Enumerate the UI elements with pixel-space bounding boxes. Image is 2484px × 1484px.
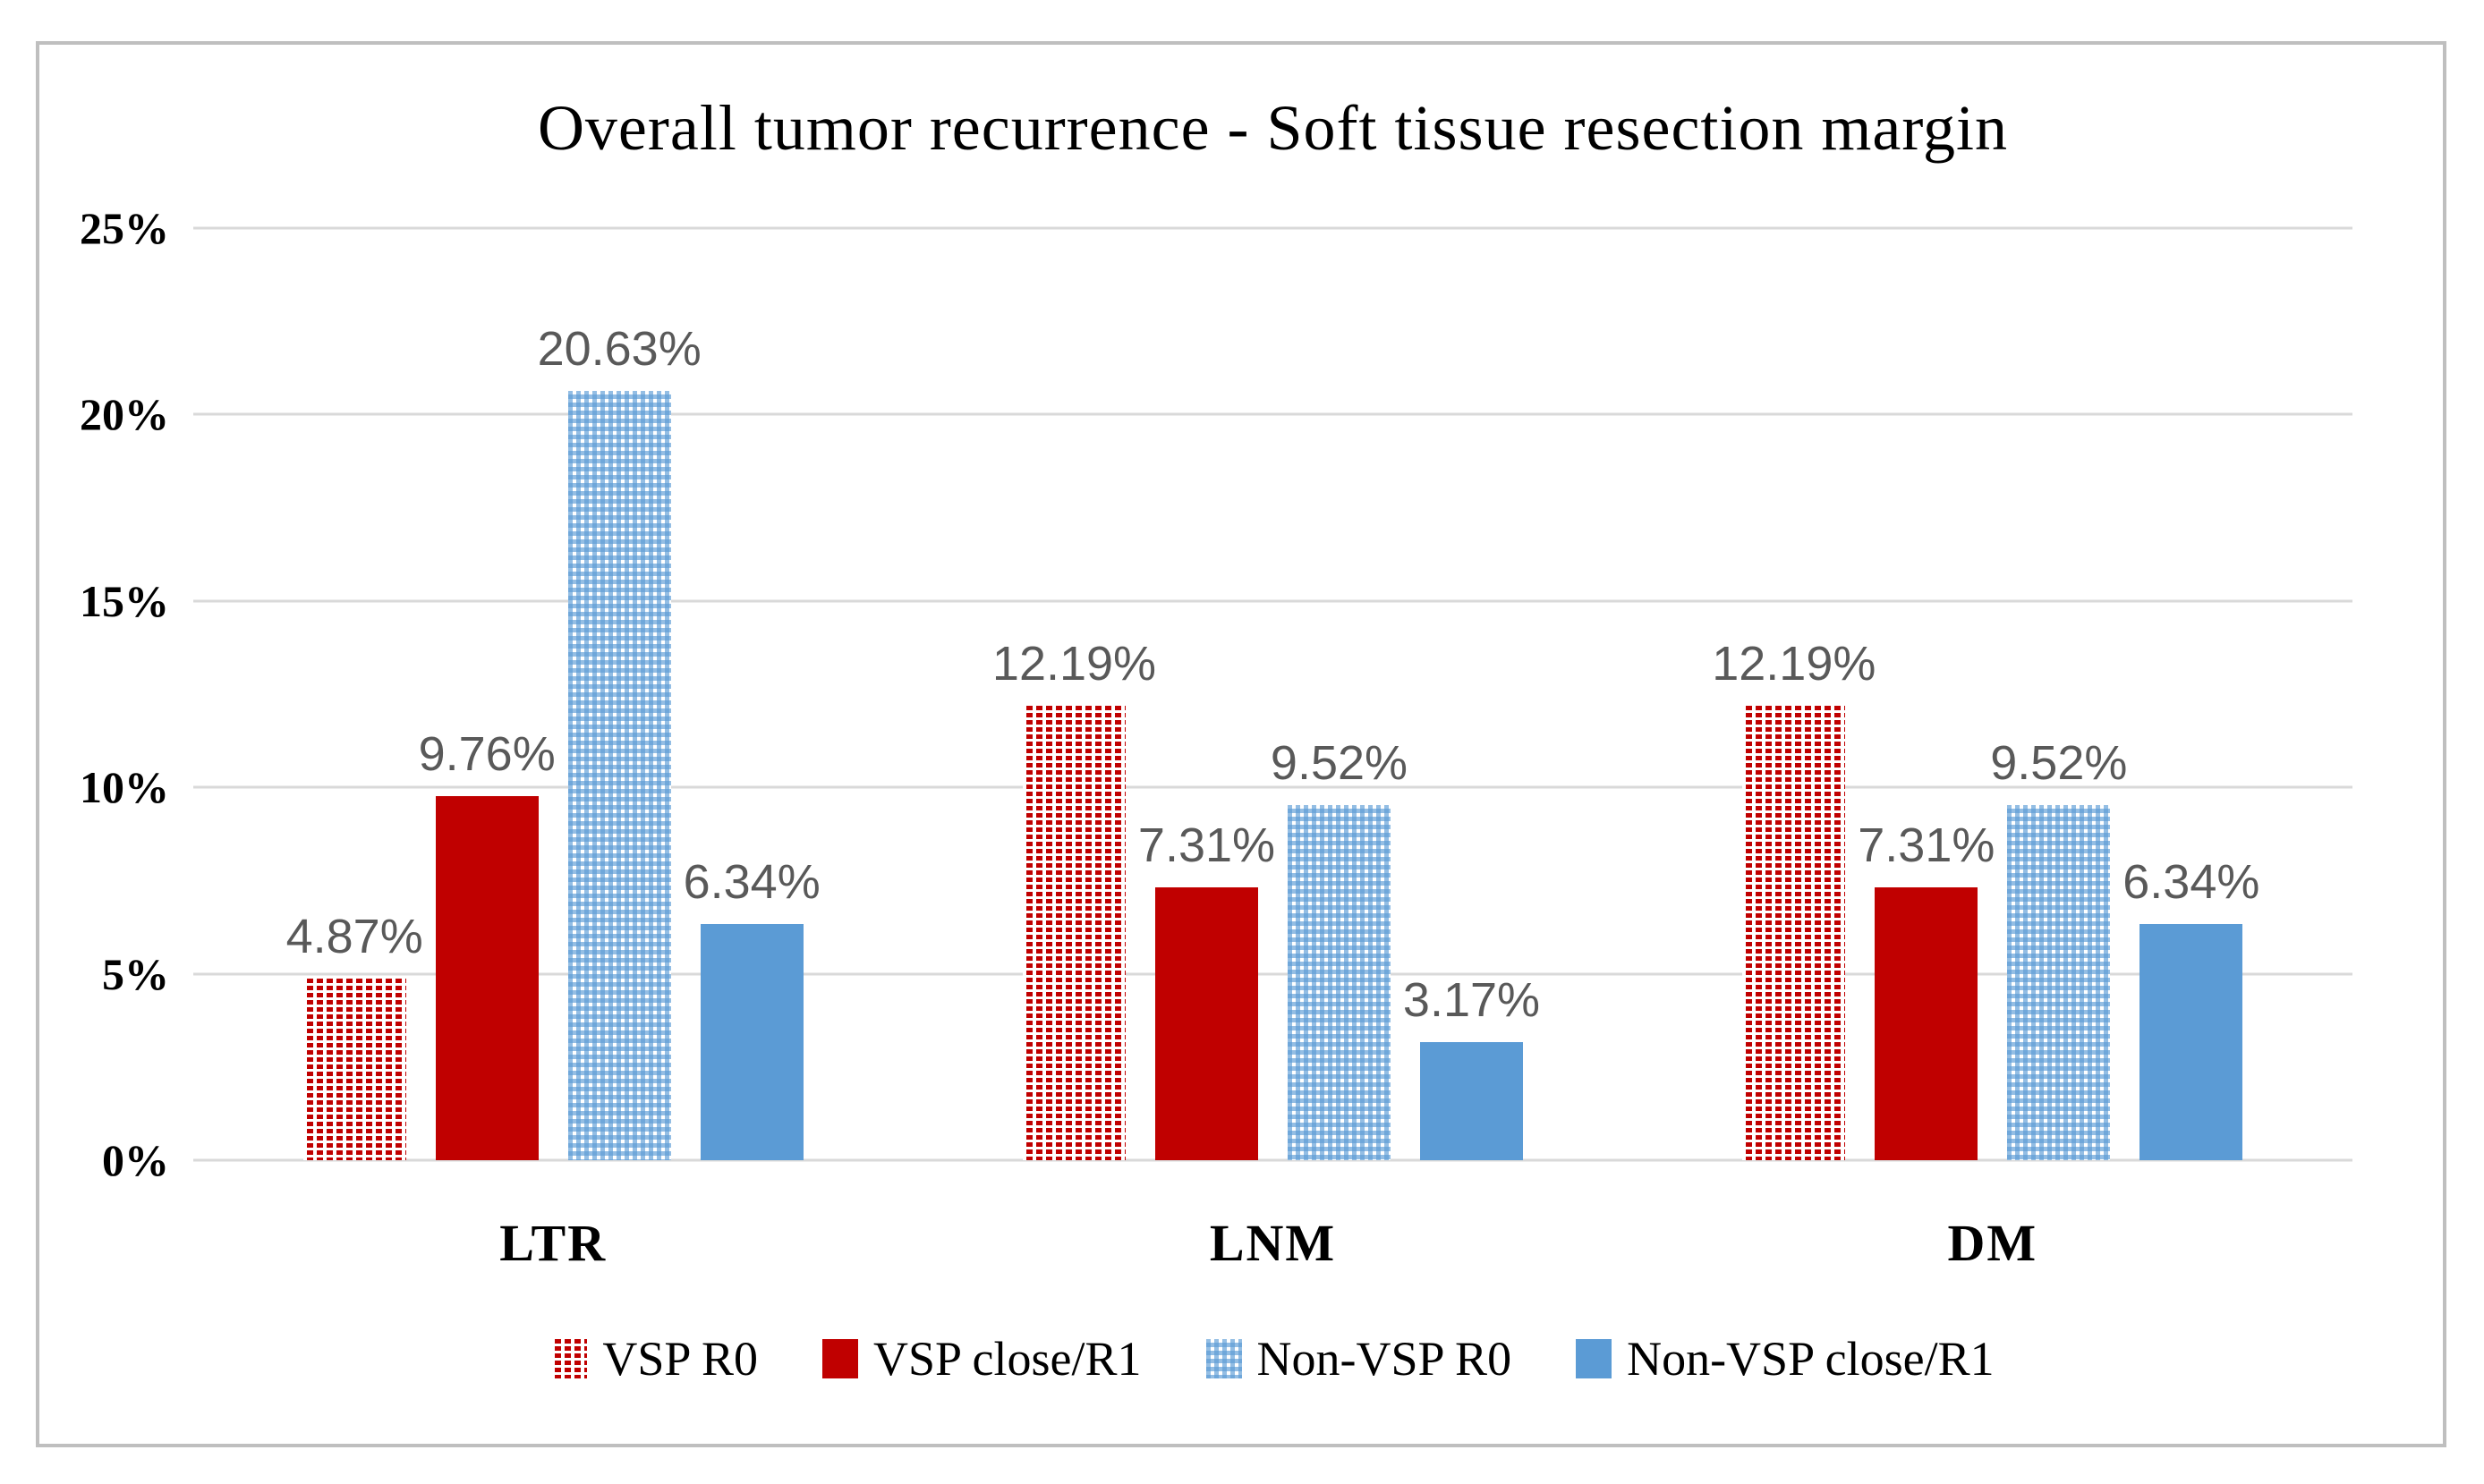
gridline [193,226,2352,230]
chart-title: Overall tumor recurrence - Soft tissue r… [537,92,2009,164]
bar-data-label: 9.52% [1990,736,2128,791]
y-axis-tick-label: 20% [80,389,169,440]
bar-data-label: 12.19% [1712,636,1876,691]
bar-data-label: 3.17% [1402,972,1541,1027]
bar-group-dm: 12.19% 7.31% 9.52% 6.34% [1633,228,2352,1160]
x-axis-label-dm: DM [1947,1214,2038,1272]
legend-label: VSP close/R1 [872,1332,1142,1386]
legend-label: Non-VSP R0 [1256,1332,1512,1386]
legend-label: Non-VSP close/R1 [1627,1332,1995,1386]
bar-data-label: 20.63% [537,322,702,377]
bar: 7.31% [1138,818,1275,1160]
bar: 9.52% [1271,736,1408,1160]
x-axis-label-ltr: LTR [499,1214,608,1272]
bar: 12.19% [992,637,1156,1160]
y-axis-tick-label: 15% [80,575,169,626]
gridline [193,1158,2352,1162]
bar: 6.34% [2122,855,2259,1160]
legend-swatch-icon [821,1339,858,1378]
legend-swatch-icon [1576,1339,1612,1378]
bar-data-label: 4.87% [285,910,423,964]
legend: VSP R0 VSP close/R1 Non-VSP R0 Non-VSP clos… [193,1331,2352,1386]
y-axis-tick-label: 5% [102,948,169,999]
bar-data-label: 9.52% [1270,736,1408,791]
bar-data-label: 6.34% [2122,854,2260,909]
bar-data-label: 7.31% [1137,818,1276,873]
bar: 9.52% [1990,736,2127,1160]
gridline [193,412,2352,416]
bar-data-label: 9.76% [418,727,556,782]
bar-group-ltr: 4.87% 9.76% 20.63% 6.34% [193,228,913,1160]
bar: 7.31% [1858,818,1995,1160]
legend-item: VSP R0 [551,1331,758,1386]
chart-figure: Overall tumor recurrence - Soft tissue r… [36,41,2446,1447]
legend-item: Non-VSP close/R1 [1576,1331,1995,1386]
bar: 12.19% [1712,637,1876,1160]
y-axis: 25% 20% 15% 10% 5% 0% [39,203,169,1185]
legend-swatch-icon [1205,1339,1242,1378]
bar-data-label: 7.31% [1858,818,1995,873]
plot-area: 4.87% 9.76% 20.63% 6.34% 12.19% 7.31% 9.52% 3.1… [193,226,2352,1162]
bar: 20.63% [538,322,702,1160]
y-axis-tick-label: 0% [102,1135,169,1185]
legend-swatch-icon [551,1339,588,1378]
x-axis: LTR LNM DM [193,1206,2352,1281]
bar: 6.34% [684,855,821,1160]
gridline [193,785,2352,789]
bar: 3.17% [1403,973,1540,1160]
bar-group-lnm: 12.19% 7.31% 9.52% 3.17% [913,228,1632,1160]
y-axis-tick-label: 25% [80,203,169,253]
legend-label: VSP R0 [602,1332,758,1386]
legend-item: Non-VSP R0 [1205,1331,1512,1386]
bar: 9.76% [419,727,556,1160]
gridline [193,972,2352,976]
bar: 4.87% [286,910,423,1160]
bar-data-label: 12.19% [991,636,1157,691]
legend-item: VSP close/R1 [821,1331,1142,1386]
bar-groups: 4.87% 9.76% 20.63% 6.34% 12.19% 7.31% 9.52% 3.1… [193,228,2352,1160]
gridline [193,599,2352,603]
x-axis-label-lnm: LNM [1209,1214,1337,1272]
y-axis-tick-label: 10% [80,762,169,813]
bar-data-label: 6.34% [683,854,821,909]
